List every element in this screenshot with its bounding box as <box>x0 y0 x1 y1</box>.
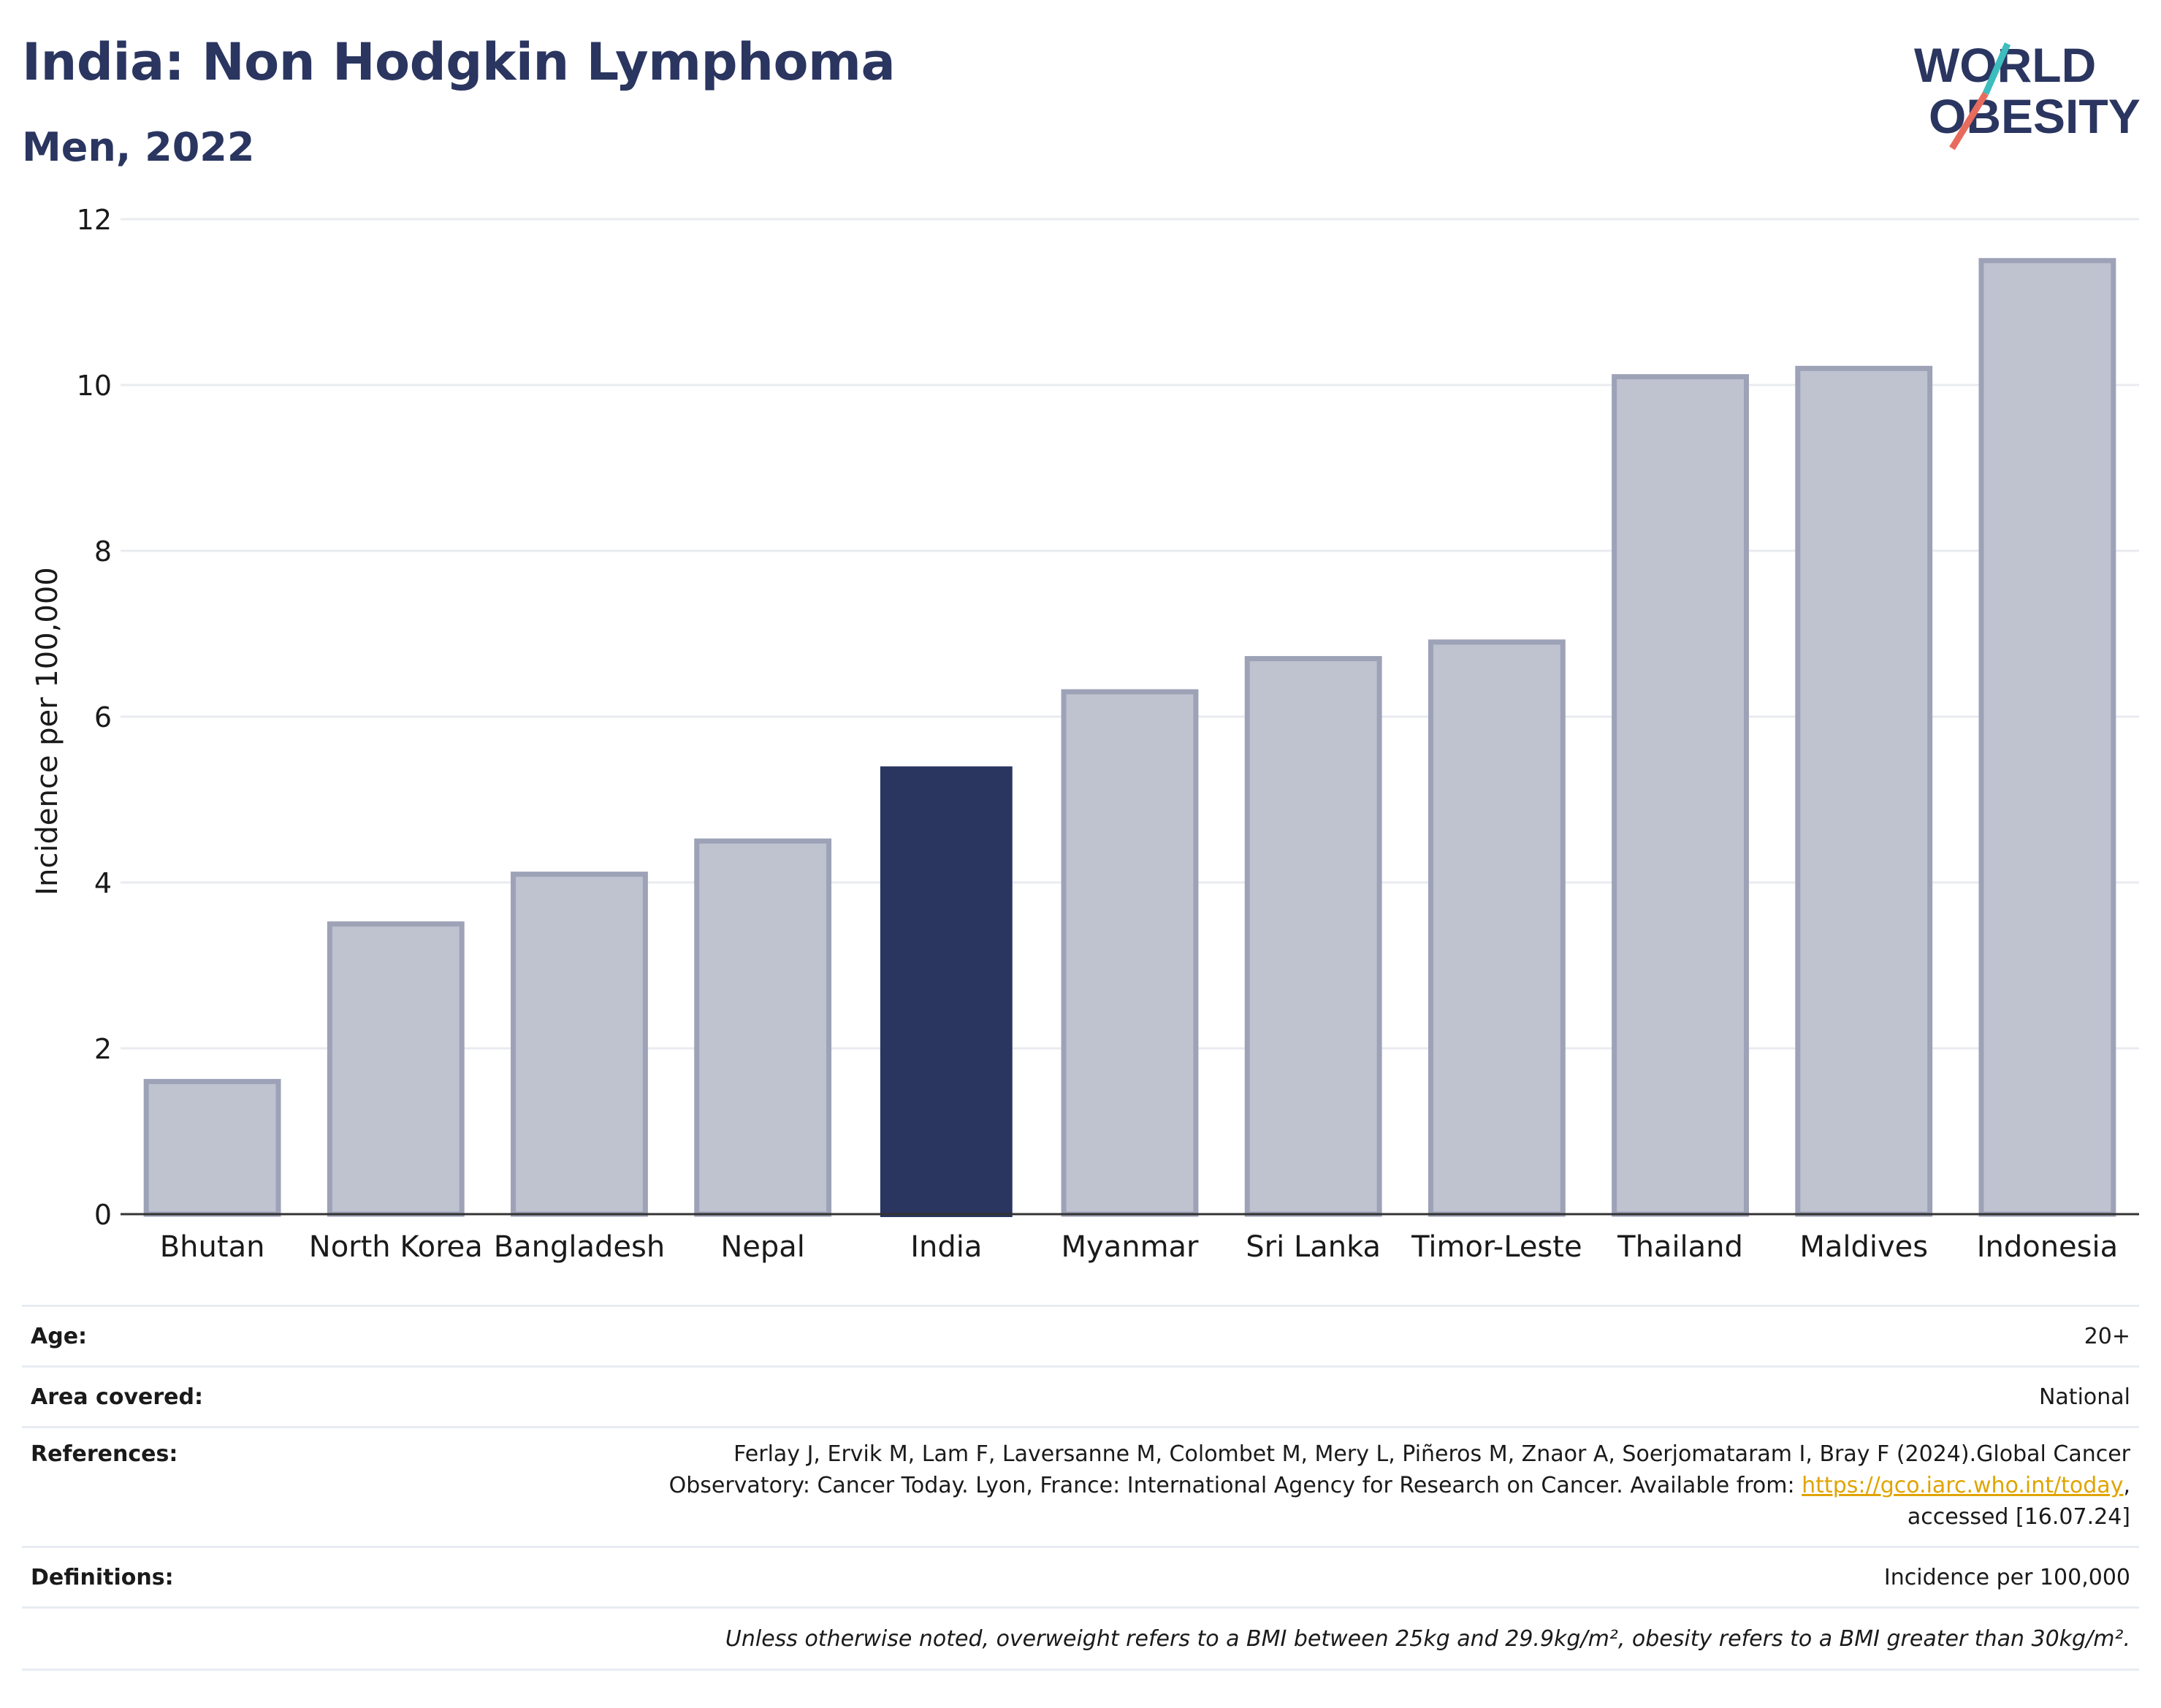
bar-indonesia <box>1978 258 2116 1217</box>
bars <box>143 258 2116 1217</box>
y-tick-label: 4 <box>94 867 112 899</box>
x-tick-label: Indonesia <box>1977 1230 2118 1264</box>
x-tick-label: Maldives <box>1799 1230 1928 1264</box>
y-tick-label: 2 <box>94 1033 112 1065</box>
bar-bhutan <box>143 1078 281 1217</box>
bar-north-korea <box>327 921 465 1217</box>
x-tick-label: Bangladesh <box>494 1230 666 1264</box>
logo-slash-teal <box>1982 42 2011 95</box>
area-label: Area covered: <box>31 1384 203 1410</box>
bar-thailand <box>1612 374 1749 1217</box>
definitions-value: Incidence per 100,000 <box>1883 1564 2130 1590</box>
y-tick-labels: 0 2 4 6 8 10 12 <box>77 204 112 1231</box>
references-label: References: <box>31 1441 178 1467</box>
bar-chart: 0 2 4 6 8 10 12 Bhutan North Korea Bangladesh Nep… <box>31 204 2139 1264</box>
info-row-area: Area covered: National <box>22 1365 2139 1426</box>
info-row-definitions: Definitions: Incidence per 100,000 <box>22 1546 2139 1606</box>
y-tick-label: 6 <box>94 701 112 733</box>
world-obesity-logo: WORLD OBESITY <box>1914 38 2141 150</box>
chart-subtitle: Men, 2022 <box>22 124 255 170</box>
references-line-2: Observatory: Cancer Today. Lyon, France:… <box>668 1473 1802 1498</box>
bar-nepal <box>694 838 832 1217</box>
x-tick-labels: Bhutan North Korea Bangladesh Nepal India Mya… <box>160 1230 2118 1264</box>
y-tick-label: 12 <box>77 204 112 236</box>
bar-maldives <box>1795 365 1933 1217</box>
info-row-note: Unless otherwise noted, overweight refer… <box>22 1606 2139 1671</box>
age-label: Age: <box>31 1323 88 1349</box>
y-axis-label: Incidence per 100,000 <box>31 567 64 896</box>
area-value: National <box>2038 1384 2130 1410</box>
y-tick-label: 8 <box>94 535 112 568</box>
bar-india <box>880 766 1013 1217</box>
chart-title: India: Non Hodgkin Lymphoma <box>22 32 896 92</box>
references-line-1: Ferlay J, Ervik M, Lam F, Laversanne M, … <box>733 1441 2130 1467</box>
bar-bangladesh <box>511 872 648 1217</box>
x-tick-label: Sri Lanka <box>1246 1230 1381 1264</box>
x-tick-label: India <box>910 1230 982 1264</box>
age-value: 20+ <box>2084 1323 2130 1349</box>
x-tick-label: Thailand <box>1617 1230 1743 1264</box>
x-tick-label: Bhutan <box>160 1230 265 1264</box>
y-tick-label: 10 <box>77 370 112 402</box>
x-tick-label: North Korea <box>309 1230 483 1264</box>
y-tick-label: 0 <box>94 1199 112 1231</box>
info-table: Age: 20+ Area covered: National Referenc… <box>22 1305 2139 1671</box>
references-value: Ferlay J, Ervik M, Lam F, Laversanne M, … <box>669 1438 2130 1533</box>
logo-slash-coral <box>1949 91 1989 150</box>
references-line-3: accessed [16.07.24] <box>1907 1504 2130 1530</box>
info-row-age: Age: 20+ <box>22 1305 2139 1365</box>
references-line-2-end: , <box>2123 1473 2130 1498</box>
bar-timor-leste <box>1428 639 1566 1217</box>
bar-sri-lanka <box>1244 656 1382 1217</box>
info-row-references: References: Ferlay J, Ervik M, Lam F, La… <box>22 1426 2139 1546</box>
references-link[interactable]: https://gco.iarc.who.int/today <box>1802 1473 2124 1498</box>
definitions-label: Definitions: <box>31 1564 174 1590</box>
bar-myanmar <box>1061 689 1199 1217</box>
bmi-note: Unless otherwise noted, overweight refer… <box>725 1625 2130 1652</box>
x-tick-label: Myanmar <box>1062 1230 1200 1264</box>
x-tick-label: Timor-Leste <box>1411 1230 1582 1264</box>
x-tick-label: Nepal <box>720 1230 805 1264</box>
